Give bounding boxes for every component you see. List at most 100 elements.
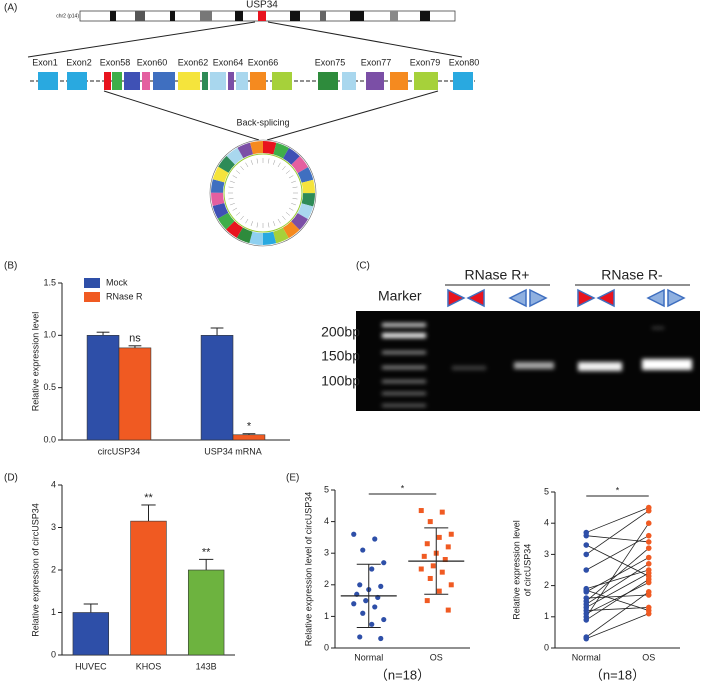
y-tick-label: 1 bbox=[51, 607, 56, 617]
y-tick-label: 0.0 bbox=[43, 434, 56, 444]
point bbox=[645, 520, 652, 526]
point bbox=[357, 634, 363, 640]
pair-line bbox=[586, 613, 649, 640]
ring-tick bbox=[292, 197, 298, 200]
point bbox=[427, 575, 433, 581]
ring-tick bbox=[240, 166, 244, 171]
pair-line bbox=[585, 522, 650, 618]
chromosome-label: chr2 (p14) bbox=[56, 13, 79, 19]
y-tick-label: 2 bbox=[544, 580, 549, 590]
point bbox=[645, 507, 652, 514]
point bbox=[363, 598, 369, 604]
y-axis-label: Relative expression level of circUSP34 bbox=[303, 492, 313, 647]
legend-label: RNase R bbox=[106, 291, 143, 301]
point bbox=[583, 551, 590, 558]
pair-line bbox=[586, 589, 649, 611]
y-tick-label: 1 bbox=[324, 611, 329, 621]
y-tick-label: 4 bbox=[544, 518, 549, 528]
ring-tick bbox=[282, 215, 286, 220]
point bbox=[645, 604, 652, 611]
point bbox=[418, 508, 424, 514]
ring-tick bbox=[267, 158, 270, 164]
exon-label: Exon75 bbox=[315, 57, 346, 67]
point bbox=[360, 547, 366, 553]
ring-tick bbox=[230, 180, 235, 183]
point bbox=[448, 582, 454, 588]
point bbox=[369, 621, 375, 627]
y-tick-label: 2 bbox=[324, 579, 329, 589]
point bbox=[424, 598, 430, 604]
point bbox=[372, 536, 378, 542]
bar bbox=[118, 347, 152, 441]
y-tick-label: 4 bbox=[324, 516, 329, 526]
ring-tick bbox=[236, 212, 241, 216]
y-tick-label: 0 bbox=[324, 642, 329, 652]
exon-label: Exon64 bbox=[213, 57, 244, 67]
point bbox=[351, 601, 357, 607]
point bbox=[424, 541, 430, 547]
pair-line bbox=[586, 507, 649, 533]
point bbox=[645, 554, 652, 561]
ring-tick bbox=[288, 207, 294, 211]
pair-line bbox=[586, 591, 649, 638]
significance-label: ns bbox=[129, 333, 141, 345]
legend-label: Mock bbox=[106, 277, 128, 287]
ring-tick bbox=[256, 158, 259, 164]
point bbox=[645, 589, 652, 595]
pair-line bbox=[586, 535, 649, 543]
pair-line bbox=[586, 563, 649, 605]
point bbox=[645, 576, 652, 583]
significance-label: * bbox=[616, 485, 620, 495]
point bbox=[436, 588, 442, 594]
point bbox=[439, 509, 445, 515]
y-tick-label: 3 bbox=[51, 522, 56, 532]
ring-segment bbox=[211, 141, 315, 245]
bar bbox=[200, 335, 234, 441]
ring-tick bbox=[292, 186, 298, 189]
point bbox=[369, 566, 375, 572]
exon-label: Exon2 bbox=[66, 57, 92, 67]
x-tick-label: HUVEC bbox=[75, 661, 107, 671]
exon-label: Exon66 bbox=[248, 57, 279, 67]
point bbox=[372, 604, 378, 610]
point bbox=[430, 563, 436, 569]
pair-line bbox=[586, 535, 649, 571]
y-tick-label: 0 bbox=[51, 649, 56, 659]
pair-line bbox=[586, 544, 649, 577]
size-label: 100bp bbox=[321, 373, 360, 389]
y-tick-label: 0.5 bbox=[43, 382, 56, 392]
bar bbox=[86, 335, 120, 441]
exon-label: Exon62 bbox=[178, 57, 209, 67]
legend-swatch bbox=[84, 278, 100, 288]
ring-tick bbox=[285, 170, 290, 174]
y-axis-label: Relative expression level bbox=[511, 520, 521, 620]
ring-tick bbox=[267, 222, 270, 228]
ring-tick bbox=[291, 180, 296, 183]
y-tick-label: 2 bbox=[51, 564, 56, 574]
ring-tick bbox=[277, 218, 281, 224]
y-tick-label: 3 bbox=[544, 549, 549, 559]
point bbox=[357, 582, 363, 588]
ring-segment bbox=[211, 141, 315, 245]
y-axis-label: of circUSP34 bbox=[522, 544, 532, 597]
exon-label: Exon77 bbox=[361, 57, 392, 67]
primer-icons bbox=[445, 284, 690, 308]
ring-tick bbox=[256, 222, 259, 228]
point bbox=[583, 542, 590, 548]
point bbox=[583, 589, 590, 595]
point bbox=[583, 532, 590, 539]
bar bbox=[130, 520, 167, 656]
point bbox=[421, 553, 427, 559]
significance-label: * bbox=[247, 421, 252, 433]
panel-label: (A) bbox=[4, 3, 17, 14]
ring-tick bbox=[245, 162, 249, 168]
point bbox=[378, 583, 384, 589]
x-tick-label: circUSP34 bbox=[98, 446, 141, 456]
point bbox=[645, 560, 652, 567]
pair-line bbox=[586, 579, 649, 621]
point bbox=[645, 545, 652, 551]
significance-label: * bbox=[401, 483, 405, 493]
circ-ring bbox=[209, 139, 317, 247]
x-tick-label: Normal bbox=[572, 652, 601, 662]
